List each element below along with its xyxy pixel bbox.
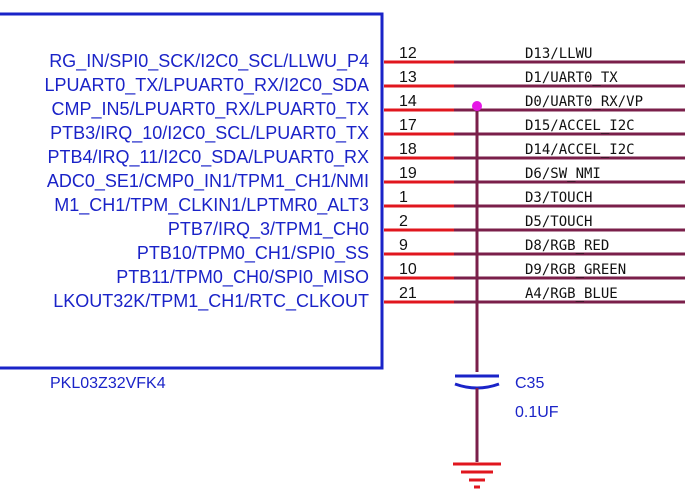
net-label: D9/RGB_GREEN: [525, 262, 626, 278]
pin-number: 14: [399, 93, 417, 110]
pin-row: PTB10/TPM0_CH1/SPI0_SS 9 D8/RGB_RED: [137, 237, 685, 264]
pin-number: 10: [399, 261, 417, 278]
capacitor-designator: C35: [515, 375, 544, 392]
pin-number: 2: [399, 213, 408, 230]
net-label: D13/LLWU: [525, 46, 592, 62]
pin-number: 18: [399, 141, 417, 158]
pin-number: 9: [399, 237, 408, 254]
pin-name: PTB10/TPM0_CH1/SPI0_SS: [137, 243, 369, 264]
net-label: D14/ACCEL_I2C: [525, 142, 635, 158]
pin-row: PTB4/IRQ_11/I2C0_SDA/LPUART0_RX 18 D14/ACC…: [48, 141, 685, 168]
net-label: D8/RGB_RED: [525, 238, 609, 254]
pin-number: 1: [399, 189, 408, 206]
pin-number: 13: [399, 69, 417, 86]
pin-row: ADC0_SE1/CMP0_IN1/TPM1_CH1/NMI 19 D6/SW_NM…: [47, 165, 685, 192]
ground-symbol: [453, 462, 501, 489]
net-label: D5/TOUCH: [525, 214, 592, 230]
pin-row: M1_CH1/TPM_CLKIN1/LPTMR0_ALT3 1 D3/TOUCH: [54, 189, 685, 216]
net-label: D15/ACCEL_I2C: [525, 118, 635, 134]
pin-name: PTB4/IRQ_11/I2C0_SDA/LPUART0_RX: [48, 147, 369, 168]
part-number-label: PKL03Z32VFK4: [50, 375, 166, 392]
pin-number: 12: [399, 45, 417, 62]
net-label: D6/SW_NMI: [525, 166, 601, 182]
component-body: [0, 12, 384, 370]
net-label: D3/TOUCH: [525, 190, 592, 206]
net-label: A4/RGB_BLUE: [525, 286, 618, 302]
capacitor-bottom-plate: [454, 382, 500, 390]
pin-row: PTB11/TPM0_CH0/SPI0_MISO 10 D9/RGB_GREEN: [116, 261, 685, 288]
pin-number: 19: [399, 165, 417, 182]
pin-row: LPUART0_TX/LPUART0_RX/I2C0_SDA 13 D1/UART0…: [45, 69, 685, 96]
pin-number: 21: [399, 285, 417, 302]
pin-name: M1_CH1/TPM_CLKIN1/LPTMR0_ALT3: [54, 195, 369, 216]
capacitor-value: 0.1UF: [515, 404, 559, 421]
pin-name: CMP_IN5/LPUART0_RX/LPUART0_TX: [52, 99, 369, 120]
pin-row: RG_IN/SPI0_SCK/I2C0_SCL/LLWU_P4 12 D13/LLW…: [49, 45, 685, 72]
pin-name: RG_IN/SPI0_SCK/I2C0_SCL/LLWU_P4: [49, 51, 369, 72]
pin-name: PTB3/IRQ_10/I2C0_SCL/LPUART0_TX: [50, 123, 369, 144]
pin-number: 17: [399, 117, 417, 134]
pin-rows: RG_IN/SPI0_SCK/I2C0_SCL/LLWU_P4 12 D13/LLW…: [45, 45, 685, 312]
pin-name: PTB11/TPM0_CH0/SPI0_MISO: [116, 267, 369, 288]
pin-name: LKOUT32K/TPM1_CH1/RTC_CLKOUT: [53, 291, 369, 312]
pin-name: LPUART0_TX/LPUART0_RX/I2C0_SDA: [45, 75, 369, 96]
pin-name: PTB7/IRQ_3/TPM1_CH0: [168, 219, 369, 240]
pin-row: LKOUT32K/TPM1_CH1/RTC_CLKOUT 21 A4/RGB_BLU…: [53, 285, 685, 312]
net-label: D1/UART0_TX: [525, 70, 618, 86]
junction-dot: [472, 101, 482, 111]
pin-row: PTB7/IRQ_3/TPM1_CH0 2 D5/TOUCH: [168, 213, 685, 240]
pin-name: ADC0_SE1/CMP0_IN1/TPM1_CH1/NMI: [47, 171, 369, 192]
capacitor-c35: [454, 374, 500, 462]
pin-row: PTB3/IRQ_10/I2C0_SCL/LPUART0_TX 17 D15/ACC…: [50, 117, 685, 144]
net-label: D0/UART0_RX/VP: [525, 94, 643, 110]
pin-row: CMP_IN5/LPUART0_RX/LPUART0_TX 14 D0/UART0_…: [52, 93, 685, 120]
